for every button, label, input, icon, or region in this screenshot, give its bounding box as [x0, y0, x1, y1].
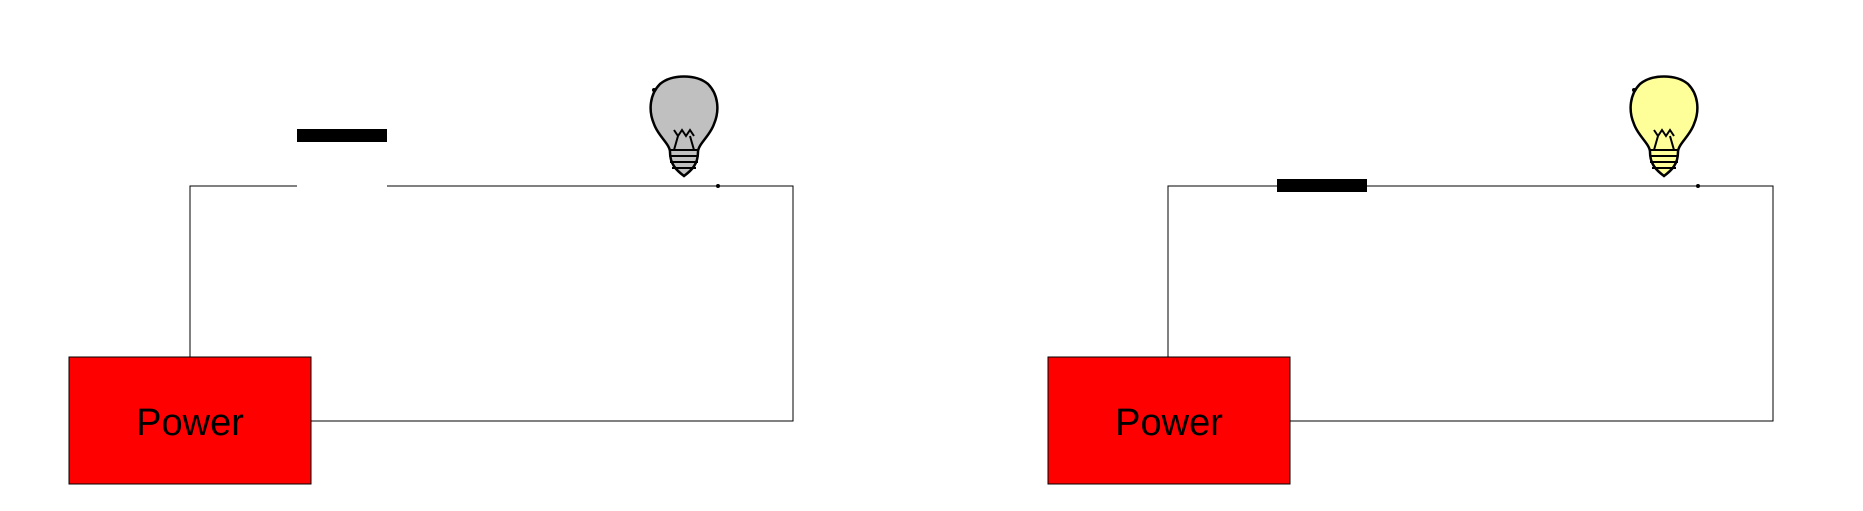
power-label-right: Power: [1115, 402, 1223, 444]
wire-right-loop: [1167, 185, 1774, 422]
bulb-off-icon: [649, 75, 720, 188]
switch-open: [297, 129, 387, 142]
circuit-open: Power: [68, 75, 794, 485]
bulb-on-icon: [1629, 75, 1700, 188]
switch-closed: [1277, 179, 1367, 192]
wire-left-vertical: [189, 185, 297, 357]
power-box-right: [1047, 356, 1291, 485]
bulb-glass: [649, 75, 719, 178]
wire-top-right: [310, 185, 794, 422]
power-box-left: [68, 356, 312, 485]
power-label-left: Power: [136, 402, 244, 444]
circuit-closed: Power: [1047, 75, 1774, 485]
bulb-glass: [1629, 75, 1699, 178]
